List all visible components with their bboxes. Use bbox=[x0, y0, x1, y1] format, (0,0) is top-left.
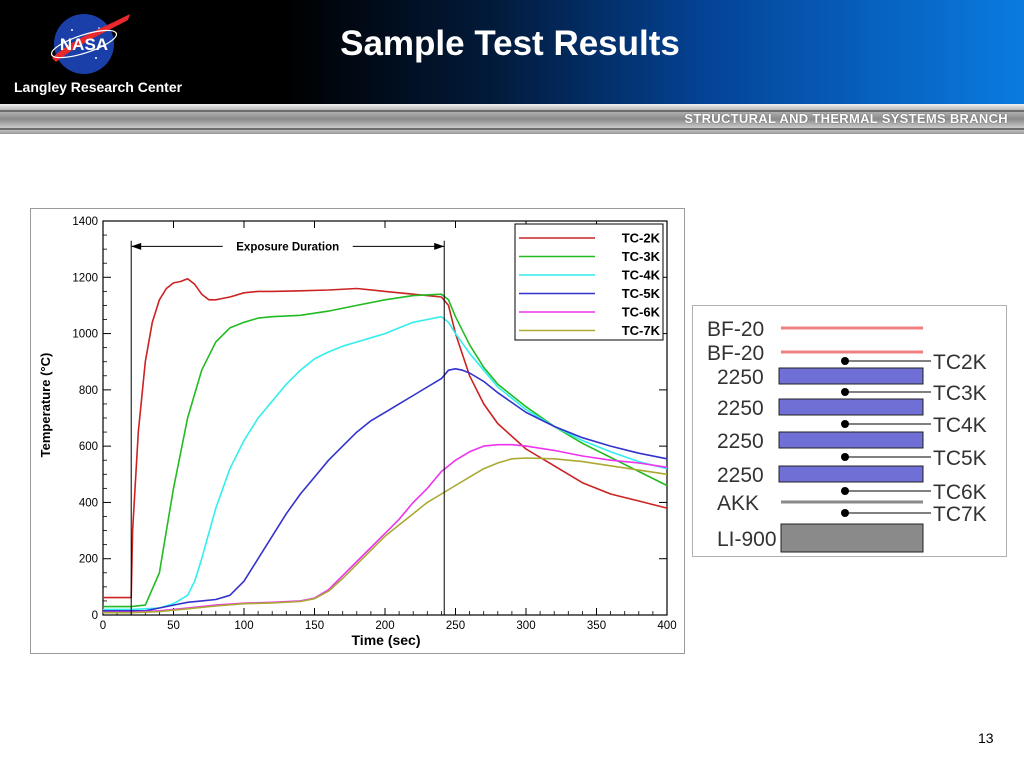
y-tick-label: 400 bbox=[79, 497, 98, 509]
x-tick-label: 50 bbox=[167, 620, 180, 632]
page-number: 13 bbox=[978, 730, 994, 746]
series-line-tc-3k bbox=[103, 293, 668, 608]
annotation-layer: Exposure Duration bbox=[130, 240, 445, 615]
axes-layer: 0 50 100 150 200 250 300 350 400 0 200 400 600 800 100… bbox=[72, 216, 676, 632]
y-tick-label: 1400 bbox=[72, 216, 98, 228]
layer-label-2: 2250 bbox=[717, 366, 764, 389]
y-tick-label: 1000 bbox=[72, 329, 98, 341]
x-tick-label: 200 bbox=[375, 620, 394, 632]
thermocouple-label-tc5k: TC5K bbox=[933, 447, 987, 470]
y-tick-label: 1200 bbox=[72, 272, 98, 284]
page-title: Sample Test Results bbox=[340, 24, 680, 63]
legend-label-tc-2k: TC-2K bbox=[622, 231, 661, 246]
layer-label-3: 2250 bbox=[717, 397, 764, 420]
chart-frame: 0 50 100 150 200 250 300 350 400 0 200 400 600 800 100… bbox=[30, 208, 685, 654]
series-line-tc-5k bbox=[103, 368, 668, 612]
layer-bar-2250 bbox=[778, 367, 924, 385]
legend-label-tc-7k: TC-7K bbox=[622, 323, 661, 338]
layer-label-4: 2250 bbox=[717, 430, 764, 453]
layer-label-5: 2250 bbox=[717, 464, 764, 487]
layer-label-1: BF-20 bbox=[707, 342, 764, 365]
legend-label-tc-3k: TC-3K bbox=[622, 249, 661, 264]
y-tick-label: 200 bbox=[79, 554, 98, 566]
y-tick-label: 600 bbox=[79, 441, 98, 453]
arrowhead-right bbox=[434, 242, 445, 250]
thermocouple-label-tc2k: TC2K bbox=[933, 351, 987, 374]
nasa-logo: NASA bbox=[50, 14, 130, 74]
exposure-duration-label: Exposure Duration bbox=[236, 241, 339, 253]
x-tick-label: 250 bbox=[446, 620, 465, 632]
y-tick-label: 0 bbox=[92, 610, 98, 622]
header-banner: NASA Langley Research Center Sample Test… bbox=[0, 0, 1024, 104]
series-line-tc-6k bbox=[103, 443, 668, 614]
x-tick-label: 350 bbox=[587, 620, 606, 632]
y-tick-label: 800 bbox=[79, 385, 98, 397]
x-tick-label: 150 bbox=[305, 620, 324, 632]
series-line-tc-4k bbox=[103, 315, 668, 611]
x-tick-label: 300 bbox=[516, 620, 535, 632]
thermocouple-label-tc7k: TC7K bbox=[933, 503, 987, 526]
thermocouple-label-tc4k: TC4K bbox=[933, 414, 987, 437]
center-name: Langley Research Center bbox=[14, 79, 183, 95]
legend-label-tc-6k: TC-6K bbox=[622, 305, 661, 320]
layer-bar-2250 bbox=[778, 398, 924, 416]
x-tick-label: 100 bbox=[234, 620, 253, 632]
x-tick-label: 0 bbox=[100, 620, 106, 632]
legend-label-tc-5k: TC-5K bbox=[622, 286, 661, 301]
layer-label-6: AKK bbox=[717, 492, 759, 515]
thermocouple-label-tc6k: TC6K bbox=[933, 481, 987, 504]
layer-bar-2250 bbox=[778, 431, 924, 449]
x-tick-label: 400 bbox=[657, 620, 676, 632]
series-layer bbox=[103, 277, 668, 614]
arrowhead-left bbox=[131, 242, 142, 250]
thermocouple-label-tc3k: TC3K bbox=[933, 382, 987, 405]
layer-label-0: BF-20 bbox=[707, 318, 764, 341]
x-axis-label: Time (sec) bbox=[352, 632, 421, 648]
legend-layer: TC-2K TC-3K TC-4K TC-5K TC-6K TC-7K bbox=[514, 223, 664, 341]
temperature-chart: 0 50 100 150 200 250 300 350 400 0 200 400 600 800 100… bbox=[38, 216, 677, 648]
series-line-tc-7k bbox=[103, 457, 668, 614]
series-line-tc-2k bbox=[103, 277, 668, 599]
layer-bar-2250 bbox=[778, 465, 924, 483]
branch-name: STRUCTURAL AND THERMAL SYSTEMS BRANCH bbox=[684, 111, 1008, 126]
legend-label-tc-4k: TC-4K bbox=[622, 268, 661, 283]
layup-diagram: BF-20 BF-20 TC2K 2250 TC3K 2250 TC4K 2250 TC5K 22… bbox=[692, 305, 1007, 557]
y-axis-label: Temperature (°C) bbox=[38, 353, 53, 458]
legend-box bbox=[514, 223, 664, 341]
layer-label-7: LI-900 bbox=[717, 528, 777, 551]
nasa-logo-text: NASA bbox=[60, 35, 108, 54]
branch-bar: STRUCTURAL AND THERMAL SYSTEMS BRANCH bbox=[0, 104, 1024, 134]
layer-block-li900 bbox=[780, 523, 924, 553]
